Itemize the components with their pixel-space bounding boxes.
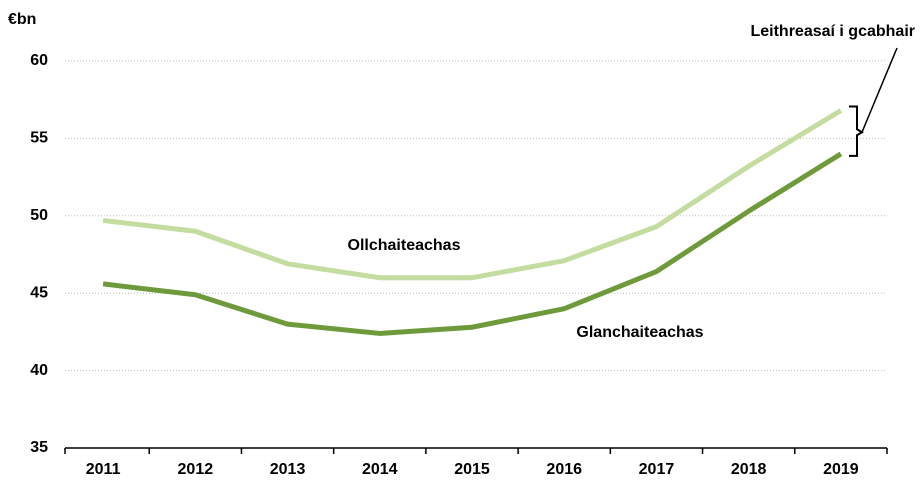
y-tick-label: 50 — [30, 207, 48, 224]
x-tick-label: 2015 — [454, 461, 490, 478]
series-line — [102, 108, 843, 281]
annotation-leader — [861, 47, 898, 133]
y-tick-label: 60 — [30, 52, 48, 69]
x-tick-label: 2016 — [546, 461, 582, 478]
y-tick-label: 55 — [30, 130, 48, 147]
y-unit-label: €bn — [8, 11, 36, 28]
y-tick-label: 40 — [30, 362, 48, 379]
series-line — [102, 151, 843, 336]
x-tick-label: 2017 — [639, 461, 675, 478]
bracket — [849, 105, 864, 157]
x-tick-label: 2018 — [731, 461, 767, 478]
x-tick-label: 2013 — [270, 461, 306, 478]
y-tick-label: 35 — [30, 439, 48, 456]
series-label: Ollchaiteachas — [348, 237, 461, 254]
x-tick-label: 2012 — [178, 461, 214, 478]
series-label: Glanchaiteachas — [576, 324, 703, 341]
x-tick-label: 2011 — [86, 461, 121, 478]
annotation: Leithreasaí i gcabhair — [750, 23, 915, 40]
x-tick-label: 2014 — [362, 461, 398, 478]
x-tick-label: 2019 — [823, 461, 859, 478]
y-tick-label: 45 — [30, 284, 48, 301]
